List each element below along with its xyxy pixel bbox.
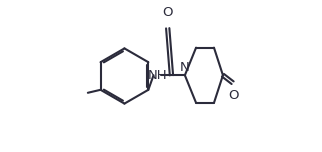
- Text: N: N: [180, 61, 190, 74]
- Text: O: O: [228, 89, 239, 102]
- Text: NH: NH: [147, 69, 167, 82]
- Text: O: O: [163, 6, 173, 19]
